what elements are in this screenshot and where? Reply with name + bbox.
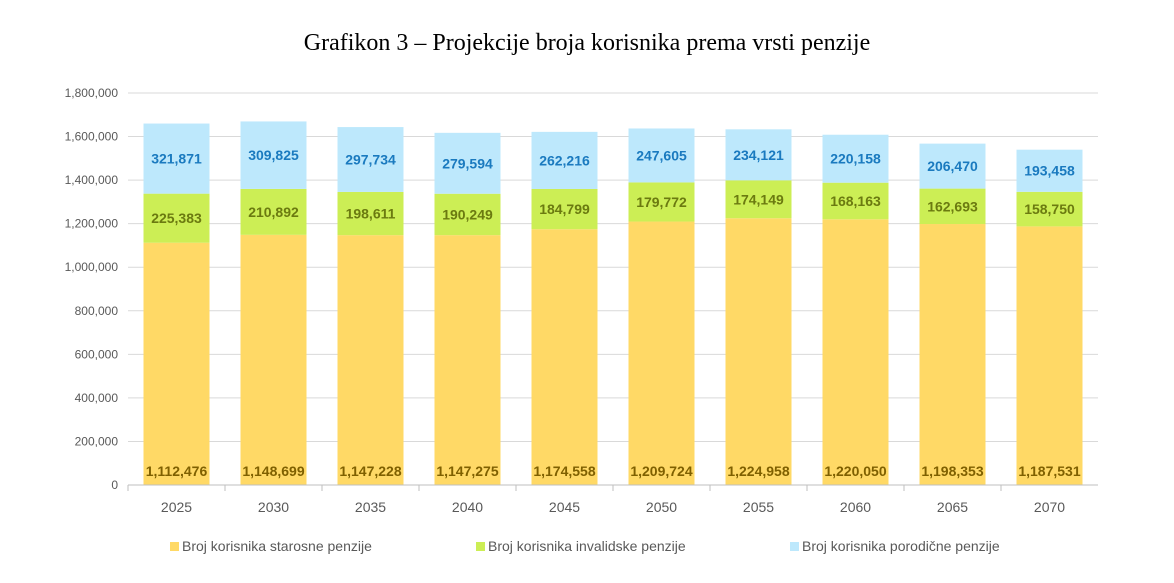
x-tick-label: 2025 — [161, 499, 192, 515]
data-label: 1,187,531 — [1018, 463, 1080, 479]
bar-segment — [1016, 226, 1083, 485]
data-label: 1,148,699 — [242, 463, 304, 479]
chart-title: Grafikon 3 – Projekcije broja korisnika … — [303, 30, 871, 56]
bar-segment — [725, 129, 792, 181]
data-label: 1,147,275 — [436, 463, 498, 479]
data-label: 297,734 — [345, 151, 396, 167]
bar-segment — [822, 219, 889, 485]
bar-segment — [240, 188, 307, 235]
bar-segment — [1016, 191, 1083, 227]
legend-label: Broj korisnika invalidske penzije — [488, 538, 686, 554]
x-tick-label: 2045 — [549, 499, 580, 515]
x-tick-label: 2050 — [646, 499, 677, 515]
x-tick-label: 2070 — [1034, 499, 1065, 515]
bar-segment — [628, 128, 695, 183]
x-tick-label: 2055 — [743, 499, 774, 515]
y-tick-label: 1,600,000 — [65, 130, 119, 144]
legend-label: Broj korisnika porodične penzije — [802, 538, 1000, 554]
bar-segment — [822, 182, 889, 220]
bar-segment — [434, 132, 501, 194]
bar-segment — [628, 182, 695, 222]
data-label: 1,147,228 — [339, 463, 401, 479]
y-tick-label: 400,000 — [75, 391, 119, 405]
data-label: 1,112,476 — [146, 463, 208, 479]
bar-segment — [143, 242, 210, 485]
legend-item-porodicne: Broj korisnika porodične penzije — [790, 538, 1000, 554]
data-label: 193,458 — [1024, 163, 1075, 179]
data-label: 1,198,353 — [921, 463, 983, 479]
data-label: 279,594 — [442, 155, 493, 171]
bar-segment — [822, 134, 889, 183]
y-tick-label: 600,000 — [75, 347, 119, 361]
data-label: 247,605 — [636, 147, 687, 163]
bar-segment — [240, 234, 307, 485]
data-label: 225,383 — [151, 210, 202, 226]
bar-segment — [143, 123, 210, 194]
y-tick-label: 800,000 — [75, 304, 119, 318]
bar-segment — [434, 235, 501, 485]
bar-segment — [143, 193, 210, 243]
bar-segment — [240, 121, 307, 189]
data-label: 184,799 — [539, 201, 590, 217]
data-label: 234,121 — [733, 147, 784, 163]
bar-segment — [919, 224, 986, 486]
data-label: 174,149 — [733, 191, 784, 207]
x-tick-label: 2060 — [840, 499, 871, 515]
bar-segment — [337, 191, 404, 236]
legend-item-invalidske: Broj korisnika invalidske penzije — [476, 538, 686, 554]
bar-segment — [1016, 149, 1083, 192]
x-tick-label: 2035 — [355, 499, 386, 515]
legend-swatch — [476, 541, 485, 551]
data-label: 206,470 — [927, 158, 978, 174]
bar-segment — [919, 188, 986, 225]
bar-segment — [725, 180, 792, 219]
y-tick-label: 0 — [111, 478, 118, 492]
data-label: 321,871 — [151, 151, 202, 167]
data-label: 190,249 — [442, 206, 493, 222]
legend-swatch — [790, 541, 799, 551]
bar-segment — [725, 218, 792, 485]
x-tick-label: 2030 — [258, 499, 289, 515]
y-tick-label: 1,800,000 — [65, 86, 119, 100]
y-tick-label: 1,000,000 — [65, 260, 119, 274]
data-label: 198,611 — [346, 206, 396, 222]
data-label: 210,892 — [248, 204, 299, 220]
legend-label: Broj korisnika starosne penzije — [182, 538, 372, 554]
bar-segment — [434, 193, 501, 236]
data-label: 1,209,724 — [630, 463, 692, 479]
data-label: 262,216 — [539, 152, 590, 168]
x-tick-label: 2040 — [452, 499, 483, 515]
data-label: 158,750 — [1024, 201, 1075, 217]
data-label: 1,224,958 — [727, 463, 789, 479]
bar-segment — [337, 235, 404, 485]
data-label: 179,772 — [636, 194, 687, 210]
data-label: 309,825 — [248, 147, 299, 163]
bar-segment — [531, 229, 598, 485]
bar-segment — [531, 188, 598, 230]
data-label: 1,174,558 — [533, 463, 595, 479]
x-tick-label: 2065 — [937, 499, 968, 515]
y-tick-label: 200,000 — [75, 434, 119, 448]
bar-segment — [531, 131, 598, 189]
data-label: 1,220,050 — [824, 463, 886, 479]
bar-segment — [919, 143, 986, 189]
bar-segment — [628, 221, 695, 485]
data-label: 168,163 — [830, 193, 881, 209]
legend-swatch — [170, 541, 179, 551]
data-label: 162,693 — [927, 198, 978, 214]
y-tick-label: 1,400,000 — [65, 173, 119, 187]
bar-segment — [337, 127, 404, 192]
legend-item-starosne: Broj korisnika starosne penzije — [170, 538, 372, 554]
data-label: 220,158 — [830, 151, 881, 167]
y-tick-label: 1,200,000 — [65, 217, 119, 231]
